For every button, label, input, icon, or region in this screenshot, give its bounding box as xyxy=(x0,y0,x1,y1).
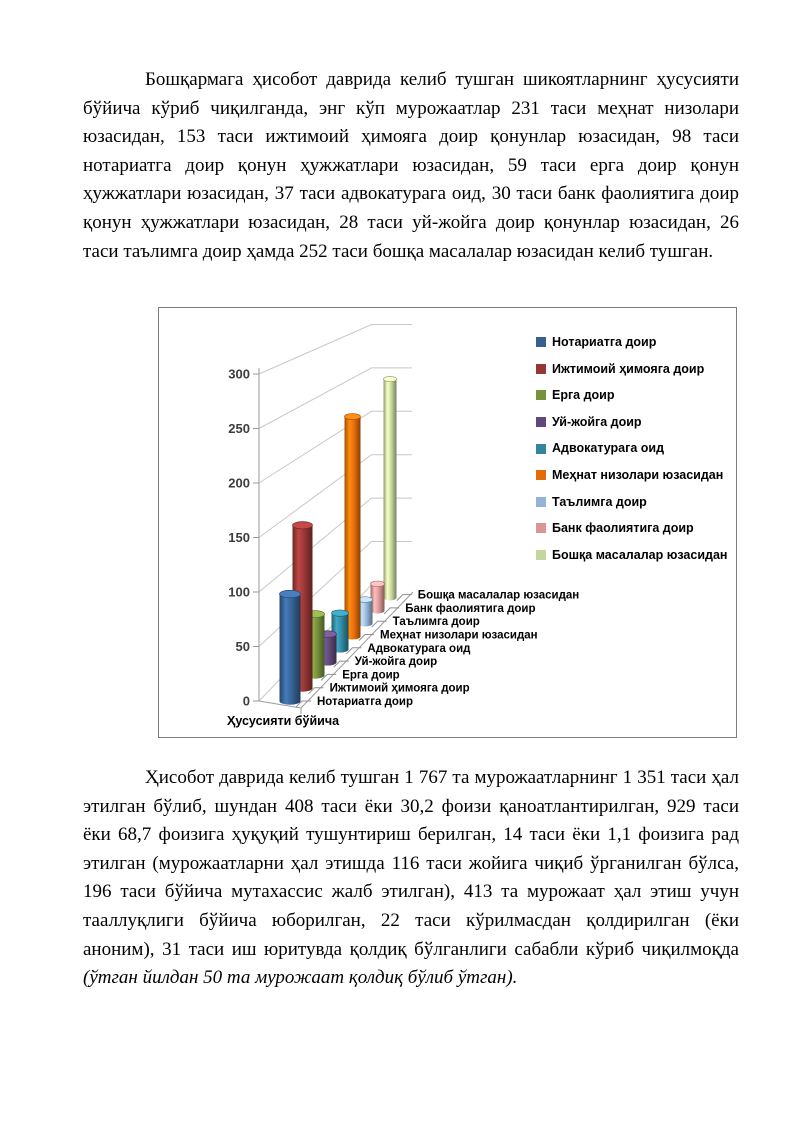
y-axis-tick-label: 300 xyxy=(228,367,250,382)
category-axis-title: Ҳусусияти бўйича xyxy=(227,714,340,728)
gridline xyxy=(258,324,412,375)
series-axis-label: Адвокатурага оид xyxy=(367,643,471,655)
legend-label: Бошқа масалалар юзасидан xyxy=(552,547,728,562)
legend-label: Уй-жойга доир xyxy=(552,414,642,429)
legend-swatch xyxy=(536,550,546,561)
legend-label: Адвокатурага оид xyxy=(552,441,665,456)
legend-swatch xyxy=(536,470,546,481)
legend-swatch xyxy=(536,363,546,374)
y-axis-tick-label: 250 xyxy=(228,421,250,436)
legend-item: Нотариатга доир xyxy=(536,329,727,356)
legend-swatch xyxy=(536,523,546,534)
series-axis-label: Нотариатга доир xyxy=(317,696,413,708)
cylinder-top-1 xyxy=(279,589,301,599)
legend-swatch xyxy=(536,337,546,348)
chart-frame: Нотариатга доир Ижтимоий ҳимояга доир Ерга… xyxy=(158,307,737,738)
chart-legend: Нотариатга доир Ижтимоий ҳимояга доир Ерга… xyxy=(536,329,727,568)
legend-item: Ижтимоий ҳимояга доир xyxy=(536,356,727,383)
gridline xyxy=(258,367,412,429)
legend-label: Банк фаолиятига доир xyxy=(552,521,694,536)
series-label-leader xyxy=(371,620,387,628)
legend-label: Ижтимоий ҳимояга доир xyxy=(552,361,705,376)
series-label-leader xyxy=(383,607,400,615)
series-axis-label: Ижтимоий ҳимояга доир xyxy=(330,683,470,695)
cylinder-bar-1 xyxy=(279,593,301,705)
legend-item: Бошқа масалалар юзасидан xyxy=(536,542,727,569)
cylinder-bar-8 xyxy=(370,583,385,614)
series-axis-label: Меҳнат низолари юзасидан xyxy=(380,630,538,642)
cylinder-top-8 xyxy=(370,580,385,587)
cylinder-bar-7 xyxy=(357,599,373,627)
legend-item: Банк фаолиятига доир xyxy=(536,515,727,542)
series-label-leader xyxy=(358,634,374,641)
legend-swatch xyxy=(536,443,546,454)
series-label-leader xyxy=(346,647,362,655)
series-axis-label: Ерга доир xyxy=(342,669,400,681)
y-axis-tick-label: 0 xyxy=(243,694,250,709)
series-axis-label: Уй-жойга доир xyxy=(355,656,437,668)
cylinder-top-2 xyxy=(292,521,313,530)
series-axis-label: Бошқа масалалар юзасидан xyxy=(418,590,579,602)
y-axis-tick-label: 50 xyxy=(236,639,250,654)
y-axis-tick-label: 200 xyxy=(228,476,250,491)
cylinder-top-5 xyxy=(331,609,349,617)
legend-item: Меҳнат низолари юзасидан xyxy=(536,462,727,489)
gridline xyxy=(258,410,412,484)
series-label-leader xyxy=(320,673,337,681)
series-label-leader xyxy=(396,594,412,601)
series-axis xyxy=(300,591,414,709)
legend-label: Нотариатга доир xyxy=(552,335,657,350)
legend-item: Адвокатурага оид xyxy=(536,435,727,462)
legend-label: Ерга доир xyxy=(552,388,615,403)
resolution-stats-text: Ҳисобот даврида келиб тушган 1 767 та му… xyxy=(83,767,739,960)
legend-label: Таълимга доир xyxy=(552,494,647,509)
paragraph-complaints-breakdown: Бошқармага ҳисобот даврида келиб тушган … xyxy=(83,69,739,262)
series-axis-label: Таълимга доир xyxy=(393,616,480,628)
bar-chart-3d: 0 50 100 150 200 250 300 Нотариатга доирИжтимои… xyxy=(227,324,579,728)
legend-label: Меҳнат низолари юзасидан xyxy=(552,468,724,483)
series-label-leader xyxy=(308,687,324,695)
series-axis-label: Банк фаолиятига доир xyxy=(405,603,535,615)
legend-swatch xyxy=(536,390,546,401)
y-axis-tick-label: 150 xyxy=(228,530,250,545)
gridline xyxy=(258,454,412,538)
resolution-stats-italic-note: (ўтган йилдан 50 та мурожаат қолдиқ бўли… xyxy=(83,967,518,989)
legend-item: Таълимга доир xyxy=(536,489,727,516)
cylinder-top-9 xyxy=(383,376,397,383)
legend-swatch xyxy=(536,496,546,507)
paragraph-resolution-stats: Ҳисобот даврида келиб тушган 1 767 та му… xyxy=(83,764,739,993)
legend-item: Ерга доир xyxy=(536,382,727,409)
cylinder-top-6 xyxy=(344,413,361,420)
cylinder-bar-9 xyxy=(383,379,397,601)
legend-swatch xyxy=(536,417,546,428)
series-label-leader xyxy=(295,700,311,708)
y-axis-tick-label: 100 xyxy=(228,585,250,600)
cylinder-bar-6 xyxy=(344,416,361,640)
legend-item: Уй-жойга доир xyxy=(536,409,727,436)
series-label-leader xyxy=(333,660,349,668)
